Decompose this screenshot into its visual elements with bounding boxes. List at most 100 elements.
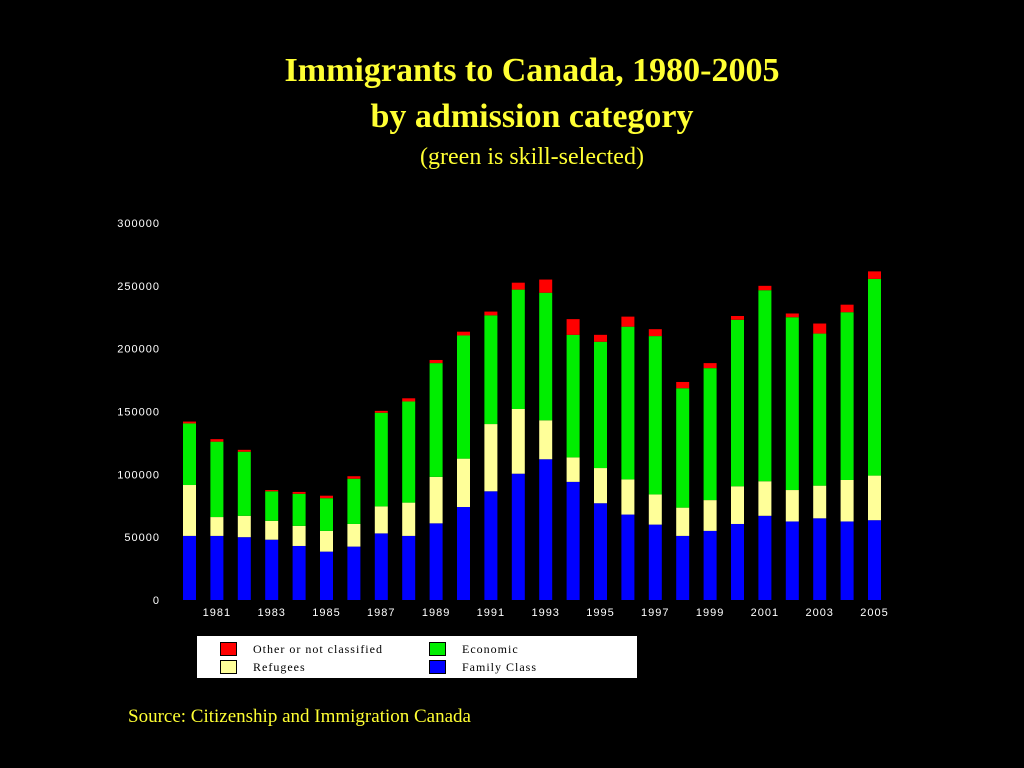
x-tick-label: 2001 xyxy=(751,607,779,619)
bar-other-1991 xyxy=(484,311,498,316)
bar-family-2003 xyxy=(813,518,827,600)
bar-other-2000 xyxy=(731,315,744,320)
chart-title-line2: by admission category xyxy=(370,98,694,135)
bar-other-1997 xyxy=(648,329,662,337)
bar-refugees-1982 xyxy=(237,515,251,538)
x-axis: 1981 1983 1985 1987 1989 1991 1993 1995 1997 1999… xyxy=(203,607,888,619)
y-tick-label: 150000 xyxy=(117,407,160,419)
bar-refugees-1980 xyxy=(183,485,196,536)
bar-refugees-1999 xyxy=(703,500,717,531)
bar-family-1986 xyxy=(347,546,361,600)
legend-item-economic: Economic xyxy=(429,641,519,657)
bar-family-1985 xyxy=(320,551,333,600)
bar-refugees-1981 xyxy=(210,517,224,536)
bar-refugees-1993 xyxy=(539,420,553,460)
bar-family-1981 xyxy=(210,535,224,600)
bar-refugees-1994 xyxy=(566,457,580,482)
bar-other-1982 xyxy=(237,449,251,452)
title-block: Immigrants to Canada, 1980-2005 by admis… xyxy=(0,48,1024,174)
bar-refugees-1988 xyxy=(402,502,416,536)
legend-label-refugees: Refugees xyxy=(253,659,306,674)
bar-refugees-1995 xyxy=(594,468,607,504)
bar-other-2005 xyxy=(868,271,881,279)
bar-other-1987 xyxy=(374,410,388,413)
bar-refugees-1983 xyxy=(265,520,279,540)
bar-family-1997 xyxy=(648,524,662,600)
bar-economic-2001 xyxy=(758,290,772,482)
bar-economic-1997 xyxy=(648,336,662,495)
y-tick-label: 250000 xyxy=(117,281,160,293)
bar-family-2004 xyxy=(840,521,854,600)
bar-other-1995 xyxy=(594,334,607,342)
legend-item-other: Other or not classified xyxy=(220,641,383,657)
legend-item-family: Family Class xyxy=(429,659,537,675)
bar-other-1983 xyxy=(265,490,279,492)
bar-refugees-1992 xyxy=(511,408,525,474)
bar-other-1986 xyxy=(347,476,361,479)
bar-family-1989 xyxy=(429,523,443,600)
bar-family-1994 xyxy=(566,481,580,600)
legend: Other or not classified Economic Refugee… xyxy=(197,636,637,678)
x-tick-label: 1981 xyxy=(203,607,231,619)
bar-refugees-2002 xyxy=(785,490,799,522)
bar-refugees-1990 xyxy=(457,458,470,508)
bar-economic-1986 xyxy=(347,478,361,524)
x-tick-label: 1997 xyxy=(641,607,669,619)
bar-family-2005 xyxy=(868,520,881,600)
x-tick-label: 2005 xyxy=(860,607,888,619)
source-note: Source: Citizenship and Immigration Cana… xyxy=(128,706,471,727)
bar-family-1988 xyxy=(402,535,416,600)
bar-family-2001 xyxy=(758,515,772,600)
bar-refugees-1986 xyxy=(347,523,361,547)
bar-other-1984 xyxy=(292,491,306,494)
bar-refugees-1996 xyxy=(621,479,635,515)
bar-other-1985 xyxy=(320,495,333,499)
y-axis: 0 50000 100000 150000 200000 250000 300000 xyxy=(117,218,160,607)
bar-family-1990 xyxy=(457,507,470,600)
bar-economic-1980 xyxy=(183,423,196,486)
bar-other-1993 xyxy=(539,279,553,293)
bar-economic-1988 xyxy=(402,401,416,503)
bar-refugees-1998 xyxy=(676,507,690,536)
bar-family-2002 xyxy=(785,521,799,600)
bar-refugees-1997 xyxy=(648,494,662,525)
bar-refugees-2005 xyxy=(868,475,881,521)
bar-other-1981 xyxy=(210,439,224,442)
y-tick-label: 50000 xyxy=(124,532,160,544)
x-tick-label: 1991 xyxy=(477,607,505,619)
bar-economic-1984 xyxy=(292,493,306,526)
bar-other-1994 xyxy=(566,319,580,335)
y-tick-label: 100000 xyxy=(117,469,160,481)
bar-refugees-1989 xyxy=(429,476,443,524)
bar-family-1993 xyxy=(539,459,553,600)
legend-swatch-family xyxy=(429,660,446,674)
bar-other-1992 xyxy=(511,282,525,290)
bar-economic-2005 xyxy=(868,278,881,476)
legend-label-family: Family Class xyxy=(462,659,538,674)
x-tick-label: 1993 xyxy=(531,607,559,619)
bar-economic-2002 xyxy=(785,317,799,491)
x-tick-label: 1987 xyxy=(367,607,395,619)
bar-economic-1989 xyxy=(429,363,443,477)
bar-economic-1999 xyxy=(703,368,717,501)
bar-refugees-1984 xyxy=(292,525,306,546)
bar-economic-1991 xyxy=(484,315,498,425)
bar-economic-1998 xyxy=(676,388,690,508)
bar-other-1998 xyxy=(676,381,690,389)
y-tick-label: 300000 xyxy=(117,218,160,230)
bar-economic-1981 xyxy=(210,441,224,518)
bar-family-1999 xyxy=(703,530,717,600)
bar-economic-1994 xyxy=(566,334,580,458)
bar-economic-1987 xyxy=(374,412,388,507)
bar-refugees-2004 xyxy=(840,479,854,522)
bar-refugees-1991 xyxy=(484,424,498,492)
legend-item-refugees: Refugees xyxy=(220,659,306,675)
legend-label-other: Other or not classified xyxy=(253,641,383,656)
y-tick-label: 0 xyxy=(153,595,160,607)
bar-economic-2004 xyxy=(840,312,854,480)
bar-economic-1990 xyxy=(457,335,470,459)
bar-family-1998 xyxy=(676,535,690,600)
bar-family-1984 xyxy=(292,545,306,600)
bar-stacks xyxy=(183,271,881,600)
